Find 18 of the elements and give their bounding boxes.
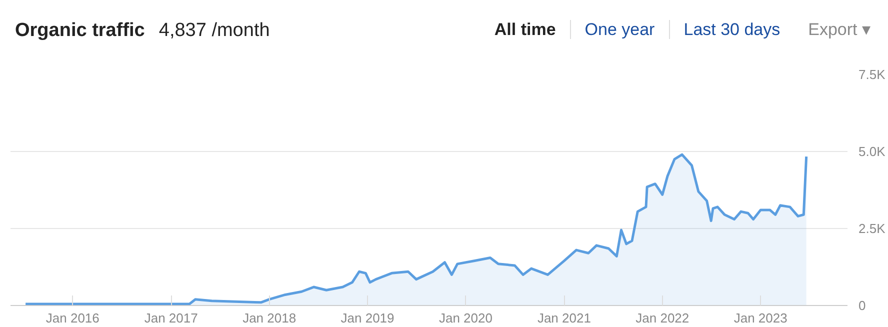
x-tick-label: Jan 2018 bbox=[242, 310, 296, 326]
y-tick-label: 2.5K bbox=[858, 221, 886, 236]
text: Export ▾ bbox=[807, 20, 872, 40]
x-tick-label: Jan 2023 bbox=[734, 310, 788, 326]
x-tick-label: Jan 2017 bbox=[144, 310, 198, 326]
text: One year bbox=[570, 20, 669, 40]
x-tick-label: Jan 2020 bbox=[438, 310, 492, 326]
y-tick-label: 5.0K bbox=[858, 144, 886, 159]
x-tick-label: Jan 2019 bbox=[340, 310, 394, 326]
y-tick-label: 7.5K bbox=[858, 67, 886, 82]
y-tick-label: 0 bbox=[858, 298, 866, 313]
text: Last 30 days bbox=[668, 20, 794, 40]
x-tick-label: Jan 2022 bbox=[636, 310, 690, 326]
chart-subtitle: 4,837 /month bbox=[158, 20, 270, 41]
x-tick-label: Jan 2016 bbox=[46, 310, 100, 326]
x-tick-label: Jan 2021 bbox=[537, 310, 591, 326]
chart-title: Organic traffic bbox=[15, 20, 145, 41]
text: All time bbox=[493, 20, 557, 40]
